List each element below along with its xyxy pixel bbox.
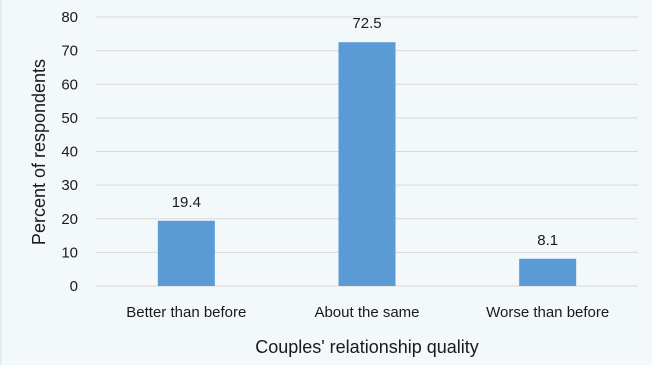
y-tick-label: 20 [61,211,78,228]
y-tick-label: 0 [70,278,78,295]
x-axis-title: Couples' relationship quality [255,337,479,357]
data-label: 72.5 [352,15,381,32]
y-tick-label: 70 [61,43,78,60]
x-category-label: About the same [314,304,419,321]
x-axis-categories: Better than before About the same Worse th… [126,304,609,321]
y-axis-title: Percent of respondents [29,59,49,245]
bars [157,42,577,286]
y-tick-label: 10 [61,244,78,261]
data-label: 8.1 [537,232,558,249]
x-category-label: Better than before [126,304,246,321]
y-tick-label: 80 [61,9,78,26]
y-tick-label: 40 [61,144,78,161]
y-axis-ticks: 0 10 20 30 40 50 60 70 80 [61,9,78,295]
y-tick-label: 30 [61,177,78,194]
y-tick-label: 50 [61,110,78,127]
bar [519,258,577,286]
data-labels: 19.4 72.5 8.1 [172,15,558,249]
data-label: 19.4 [172,194,201,211]
x-category-label: Worse than before [486,304,609,321]
bar [157,220,215,286]
y-tick-label: 60 [61,76,78,93]
bar [338,42,396,286]
